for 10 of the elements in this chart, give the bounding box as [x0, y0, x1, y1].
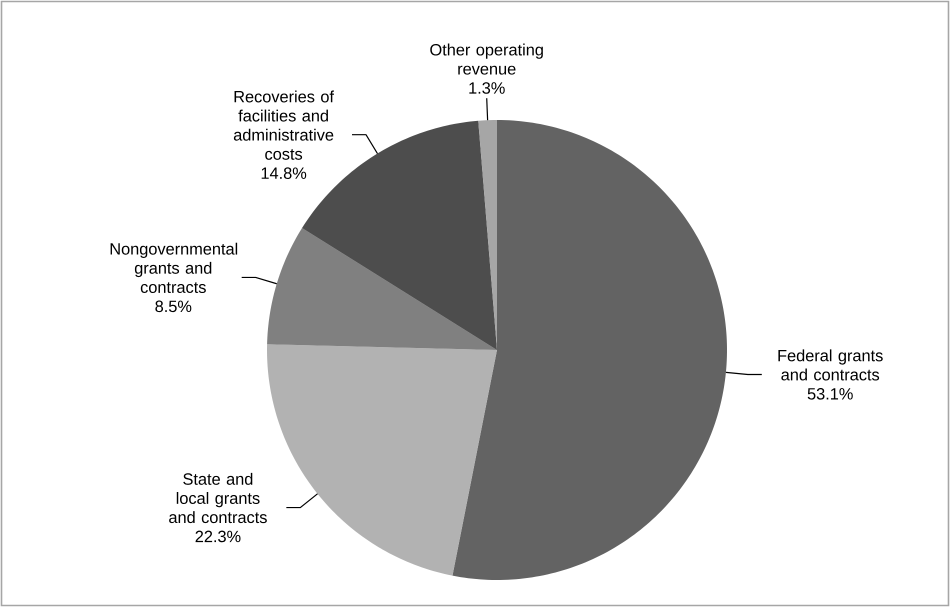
slice-label: Federal grants and contracts	[778, 349, 883, 380]
data-label: 1.3%	[469, 82, 505, 94]
data-label: 14.8%	[262, 167, 306, 179]
data-label: 53.1%	[808, 388, 853, 400]
slice-label: Nongovernmental grants and contracts	[110, 242, 238, 293]
data-label: 22.3%	[196, 530, 241, 542]
slice-label: Recoveries of facilities and administrative costs	[234, 90, 334, 160]
slice-label: Other operating revenue	[430, 44, 543, 75]
data-label: 8.5%	[155, 300, 192, 312]
slice-label: State and local grants and contracts	[169, 472, 267, 524]
